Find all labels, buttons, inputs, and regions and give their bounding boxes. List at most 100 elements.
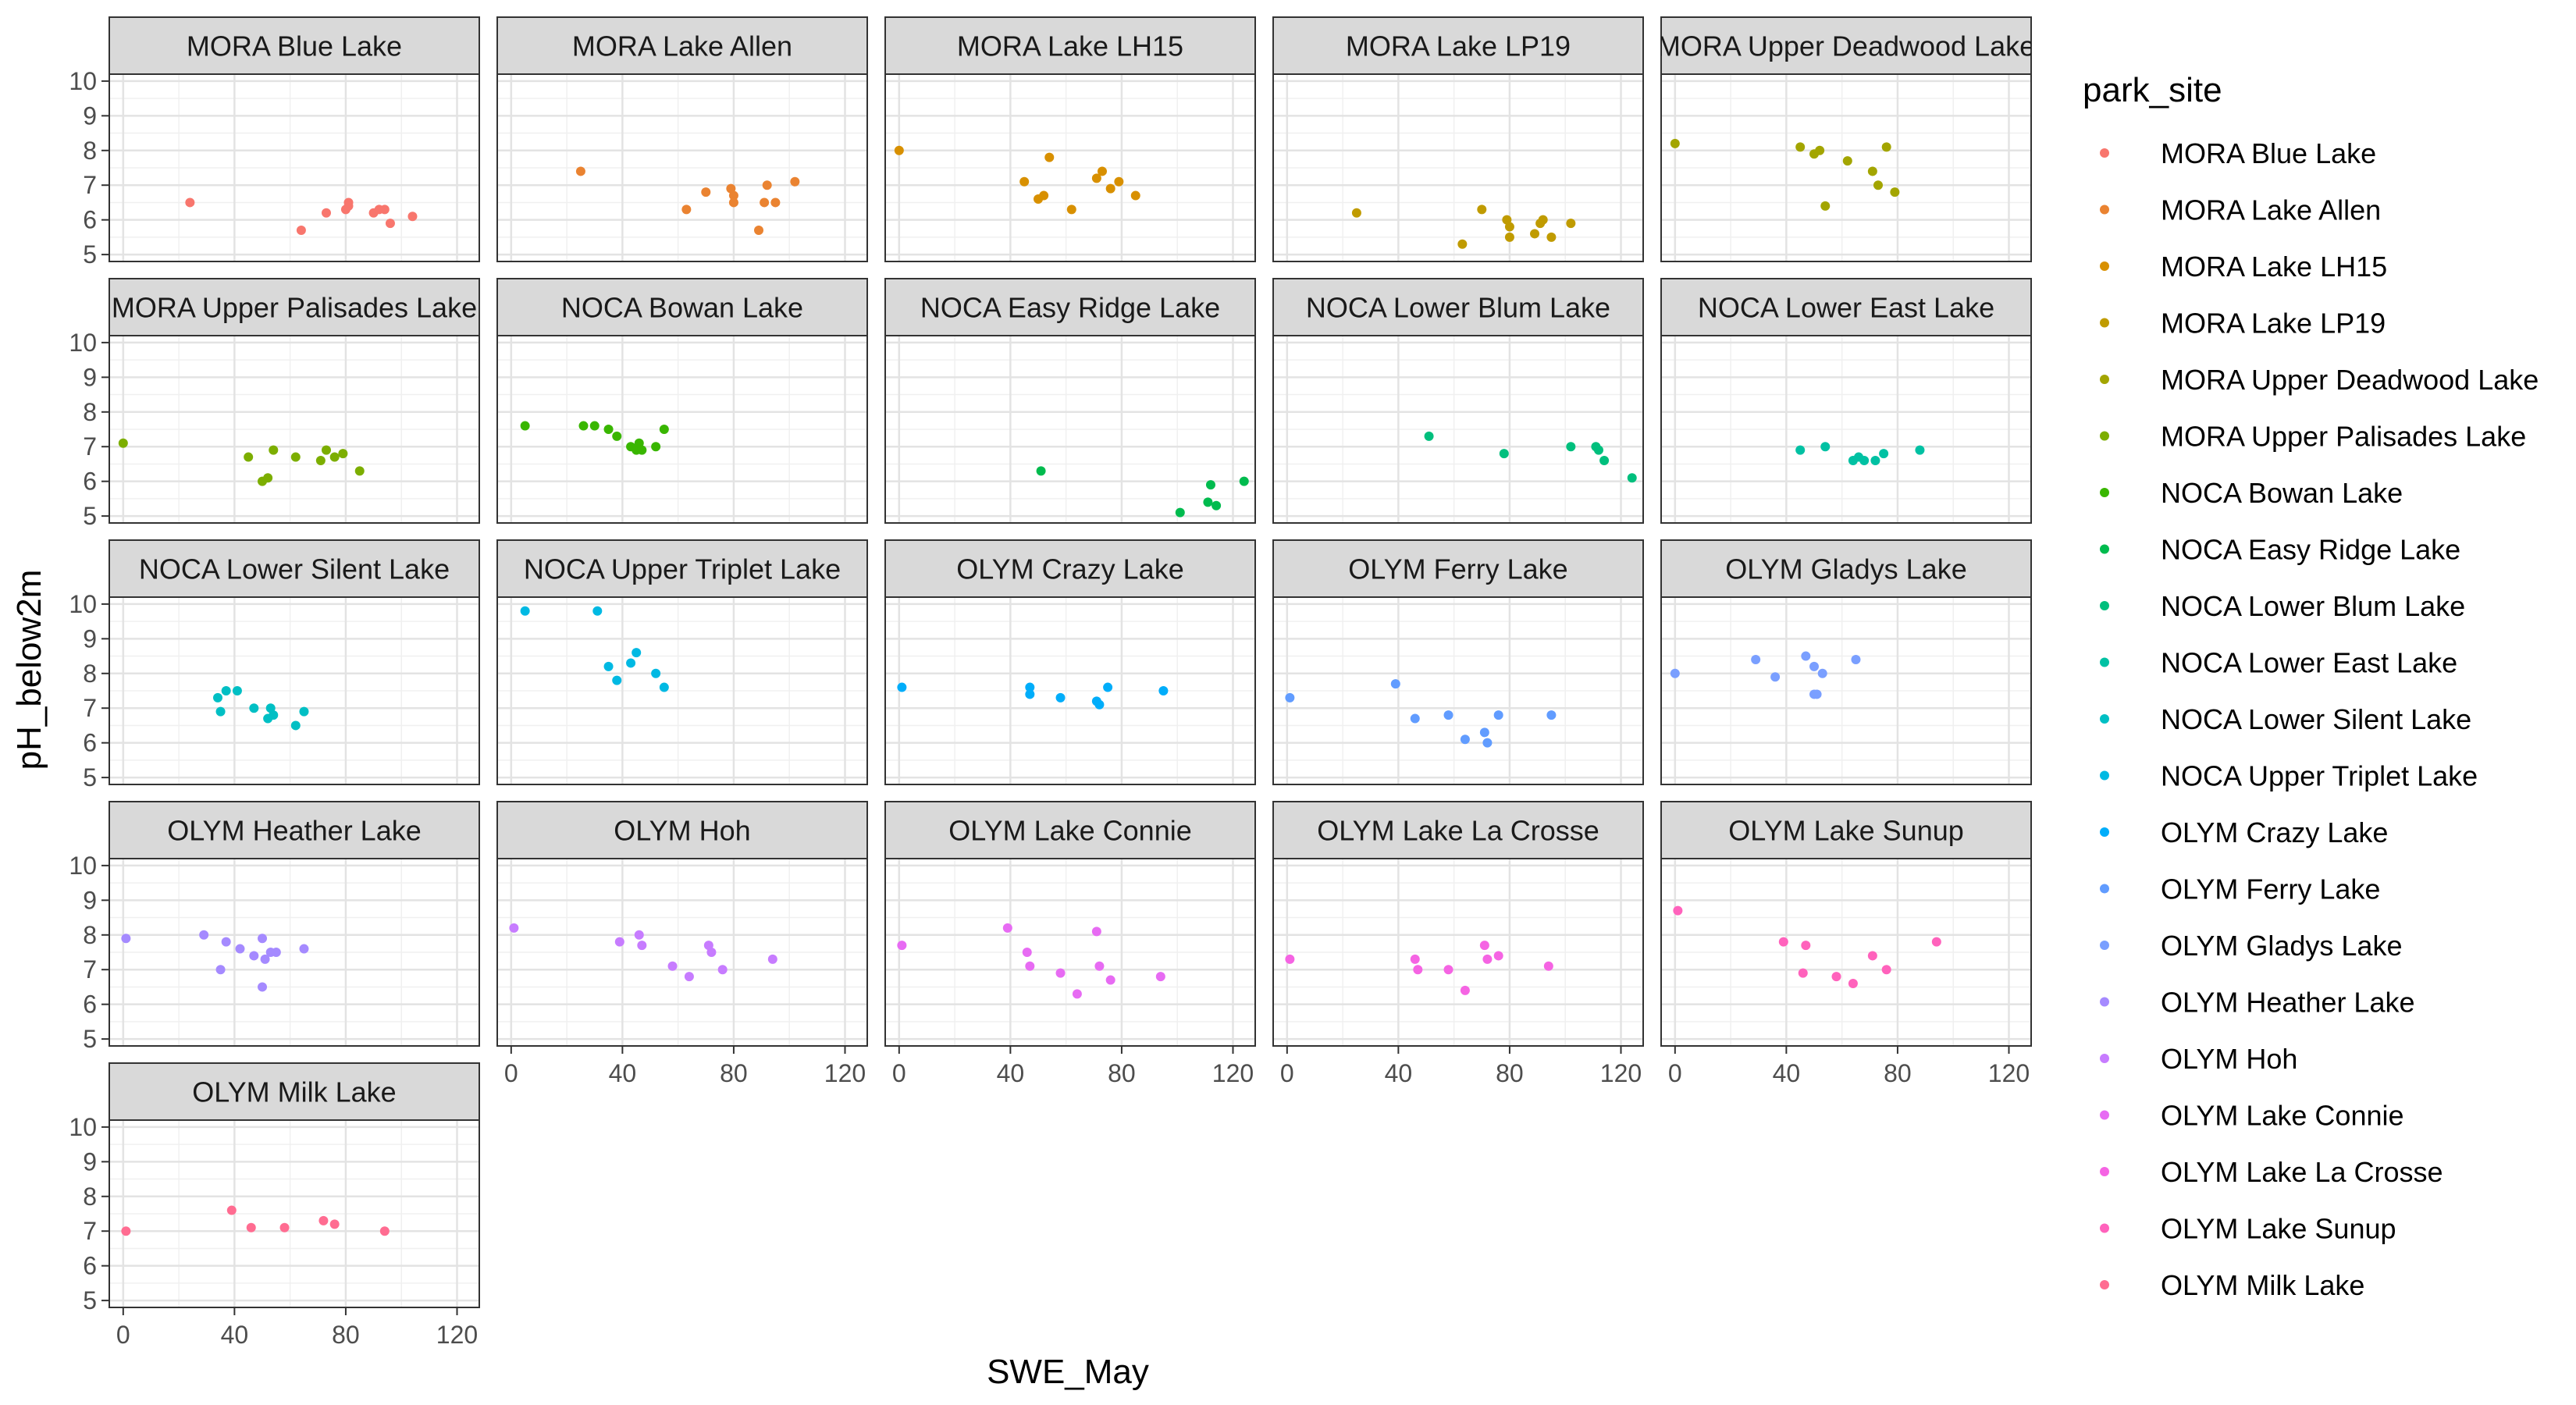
y-tick-label: 8	[83, 398, 97, 426]
data-point	[1673, 905, 1683, 916]
legend-item-mora-lake-lp19: MORA Lake LP19	[2100, 308, 2386, 340]
panel-mora-lake-lh15: MORA Lake LH15	[884, 16, 1256, 262]
data-point	[1795, 445, 1806, 455]
data-point	[520, 606, 530, 616]
y-tick-label: 7	[83, 432, 97, 461]
legend-key	[2100, 1223, 2109, 1233]
legend-item-noca-lower-blum-lake: NOCA Lower Blum Lake	[2100, 590, 2465, 622]
data-point	[1039, 190, 1049, 201]
data-point	[1859, 456, 1870, 465]
data-point	[651, 668, 661, 678]
legend-label: NOCA Lower Silent Lake	[2161, 703, 2471, 735]
data-point	[612, 675, 622, 685]
y-tick-label: 5	[83, 502, 97, 530]
panel-noca-bowan-lake: NOCA Bowan Lake	[496, 278, 868, 524]
x-tick-label: 0	[504, 1059, 518, 1087]
data-point	[706, 948, 717, 957]
data-point	[1072, 989, 1082, 999]
x-tick-label: 0	[116, 1321, 130, 1349]
legend-key	[2100, 1167, 2109, 1176]
legend-item-mora-upper-deadwood-lake: MORA Upper Deadwood Lake	[2100, 364, 2539, 396]
data-point	[1504, 222, 1514, 232]
data-point	[1036, 466, 1046, 476]
legend-label: OLYM Lake La Crosse	[2161, 1156, 2443, 1188]
data-point	[329, 1219, 340, 1229]
legend-item-noca-lower-east-lake: NOCA Lower East Lake	[2100, 647, 2457, 679]
panel-noca-lower-east-lake: NOCA Lower East Lake	[1660, 278, 2032, 524]
data-point	[728, 197, 738, 208]
data-point	[1103, 682, 1113, 692]
facet-strip	[1660, 278, 2032, 336]
facet-strip-label: NOCA Lower East Lake	[1698, 292, 1994, 324]
data-point	[1105, 975, 1115, 985]
data-point	[1817, 668, 1827, 678]
data-point	[379, 205, 390, 215]
y-tick-label: 8	[83, 1183, 97, 1211]
data-point	[343, 197, 354, 208]
y-tick-label: 8	[83, 137, 97, 165]
data-point	[1801, 651, 1811, 661]
legend-item-olym-heather-lake: OLYM Heather Lake	[2100, 987, 2415, 1019]
data-point	[1025, 682, 1035, 692]
data-point	[632, 648, 642, 658]
data-point	[1482, 738, 1493, 748]
x-tick-label: 40	[221, 1321, 249, 1349]
legend-key	[2100, 884, 2109, 894]
data-point	[754, 226, 764, 235]
legend-key	[2100, 941, 2109, 950]
x-tick-label: 120	[824, 1059, 866, 1087]
facet-strip	[884, 16, 1256, 75]
panel-mora-upper-deadwood-lake: MORA Upper Deadwood Lake	[1657, 16, 2035, 262]
data-point	[199, 930, 209, 940]
y-tick-label: 9	[83, 886, 97, 914]
facet-strip	[884, 278, 1256, 336]
legend-item-olym-hoh: OLYM Hoh	[2100, 1043, 2297, 1075]
y-tick-label: 9	[83, 363, 97, 391]
legend-label: OLYM Lake Sunup	[2161, 1213, 2396, 1245]
data-point	[634, 930, 644, 940]
data-point	[1443, 710, 1453, 720]
x-tick-label: 80	[1108, 1059, 1136, 1087]
data-point	[235, 944, 245, 954]
facet-strip	[1660, 539, 2032, 598]
data-point	[1493, 951, 1503, 961]
data-point	[329, 452, 340, 462]
data-point	[121, 934, 131, 944]
panel-border	[1272, 596, 1644, 785]
data-point	[1460, 985, 1470, 995]
data-point	[1599, 456, 1610, 465]
legend-item-noca-easy-ridge-lake: NOCA Easy Ridge Lake	[2100, 534, 2460, 566]
legend-label: MORA Blue Lake	[2161, 137, 2376, 169]
data-point	[1205, 480, 1215, 490]
panel-border	[496, 596, 868, 785]
data-point	[575, 166, 585, 176]
data-point	[232, 686, 242, 695]
data-point	[603, 425, 614, 434]
data-point	[1091, 927, 1101, 937]
facet-strip-label: OLYM Heather Lake	[167, 815, 422, 847]
legend-item-olym-lake-connie: OLYM Lake Connie	[2100, 1100, 2404, 1132]
data-point	[1055, 692, 1066, 702]
facet-strip	[1660, 16, 2032, 75]
panel-border	[1660, 858, 2032, 1047]
data-point	[354, 466, 365, 476]
facet-strip-label: NOCA Lower Silent Lake	[139, 553, 450, 585]
y-tick-label: 7	[83, 1217, 97, 1245]
data-point	[1670, 668, 1680, 678]
data-point	[1530, 229, 1540, 239]
facet-strip-label: NOCA Easy Ridge Lake	[920, 292, 1220, 324]
panel-olym-hoh: OLYM Hoh	[496, 801, 868, 1047]
y-tick-label: 8	[83, 660, 97, 688]
data-point	[1158, 686, 1169, 695]
data-point	[215, 965, 226, 975]
y-tick-label: 8	[83, 921, 97, 949]
legend-item-mora-blue-lake: MORA Blue Lake	[2100, 137, 2376, 169]
data-point	[1815, 145, 1825, 155]
data-point	[1546, 232, 1557, 242]
facet-strip-label: MORA Upper Deadwood Lake	[1657, 30, 2035, 62]
panel-mora-lake-lp19: MORA Lake LP19	[1272, 16, 1644, 262]
data-point	[1627, 473, 1637, 483]
facet-strip	[109, 801, 480, 859]
data-point	[1390, 679, 1400, 689]
